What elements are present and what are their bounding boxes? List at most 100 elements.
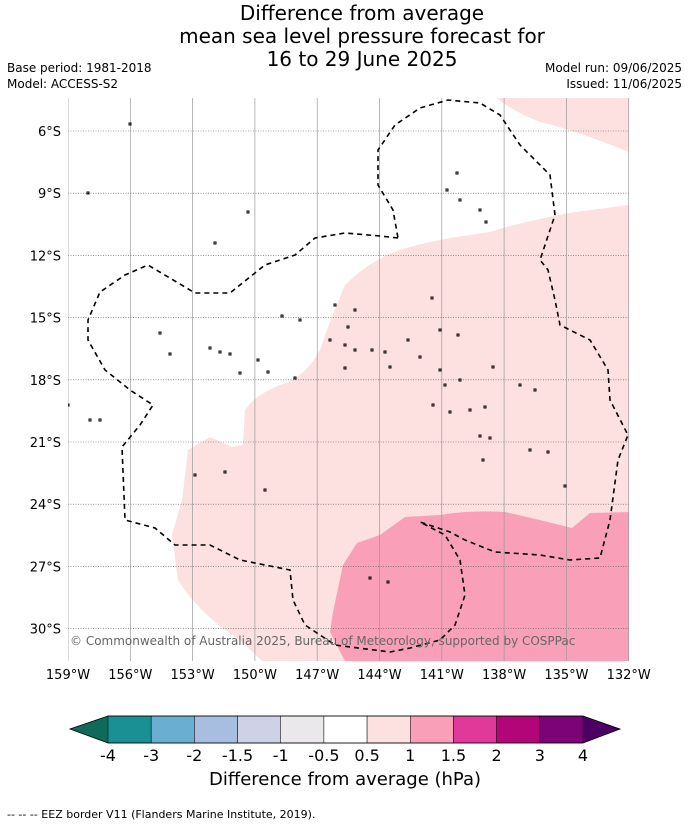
island: [280, 314, 284, 318]
island: [478, 434, 482, 438]
island: [431, 403, 435, 407]
island: [158, 331, 162, 335]
island: [98, 418, 102, 422]
island: [438, 368, 442, 372]
colorbar-tick-label: -0.5: [308, 746, 340, 765]
island: [458, 198, 462, 202]
island: [478, 208, 482, 212]
island: [484, 220, 488, 224]
island: [88, 418, 92, 422]
colorbar-tick-label: 1.5: [440, 746, 467, 765]
colorbar-cell: [107, 715, 152, 744]
island: [456, 333, 460, 337]
title-line-3: 16 to 29 June 2025: [266, 47, 458, 71]
map-plot-area: [68, 98, 629, 661]
base-period: Base period: 1981-2018: [7, 61, 152, 75]
island: [368, 576, 372, 580]
island: [406, 338, 410, 342]
chart-title: Difference from average mean sea level p…: [0, 2, 690, 71]
colorbar-cell: [237, 715, 281, 744]
model-name: Model: ACCESS-S2: [7, 77, 119, 91]
island: [491, 365, 495, 369]
footer-note: -- -- -- EEZ border V11 (Flanders Marine…: [7, 808, 316, 821]
colorbar-cell: [453, 715, 497, 744]
island: [298, 318, 302, 322]
island: [430, 296, 434, 300]
anomaly-region-1-1.5: [330, 511, 629, 661]
island: [333, 303, 337, 307]
colorbar-tick-label: 4: [577, 746, 589, 765]
lat-label: 15°S: [30, 312, 61, 327]
colorbar-cell: [150, 715, 195, 744]
colorbar-low-extend: [70, 716, 108, 743]
colorbar-tick-label: -3: [143, 746, 160, 765]
lon-label: 153°W: [171, 668, 215, 683]
colorbar-cell: [410, 715, 454, 744]
island: [223, 470, 227, 474]
colorbar-tick-label: 1: [405, 746, 416, 765]
colorbar-tick-label: -1: [272, 746, 289, 765]
island: [383, 350, 387, 354]
island: [346, 325, 350, 329]
colorbar-tick-label: 0.5: [354, 746, 380, 765]
island: [213, 241, 217, 245]
island: [293, 376, 297, 380]
island: [483, 405, 487, 409]
issued-date: Issued: 11/06/2025: [566, 77, 682, 91]
island: [438, 328, 442, 332]
island: [533, 388, 537, 392]
colorbar: [68, 715, 622, 744]
island: [353, 348, 357, 352]
island: [445, 188, 449, 192]
colorbar-tick-label: 3: [534, 746, 545, 765]
colorbar-tick-label: -1.5: [221, 746, 254, 765]
island: [418, 355, 422, 359]
title-line-2: mean sea level pressure forecast for: [179, 24, 545, 48]
island: [208, 346, 212, 350]
lat-label: 21°S: [30, 436, 61, 451]
island: [228, 352, 232, 356]
colorbar-high-extend: [583, 716, 620, 743]
island: [468, 408, 472, 412]
island: [481, 458, 485, 462]
lon-label: 141°W: [420, 668, 464, 683]
island: [328, 338, 332, 342]
map-gridlines: [68, 98, 629, 661]
island: [458, 378, 462, 382]
lat-label: 6°S: [38, 125, 61, 140]
island: [546, 450, 550, 454]
island: [455, 171, 459, 175]
colorbar-title: Difference from average (hPa): [208, 769, 482, 790]
colorbar-tick-label: -2: [186, 746, 203, 765]
island: [193, 473, 197, 477]
colorbar-tick-label: -4: [100, 746, 116, 765]
island: [263, 488, 267, 492]
colorbar-cell: [496, 715, 541, 744]
island-outlines: [68, 122, 567, 584]
colorbar-outline: [68, 715, 622, 744]
island: [448, 410, 452, 414]
longitude-labels: 159°W 156°W 153°W 150°W 147°W 144°W 141°W 138°W…: [46, 668, 651, 683]
lon-label: 159°W: [46, 668, 90, 683]
island: [68, 403, 70, 407]
island: [388, 365, 392, 369]
latitude-labels: 6°S 9°S 12°S 15°S 18°S 21°S 24°S 27°S 30°S: [30, 125, 61, 638]
lon-label: 132°W: [607, 668, 651, 683]
island: [266, 370, 270, 374]
colorbar-cell: [323, 715, 368, 744]
anomaly-region-0.5-1: [497, 98, 629, 152]
island: [246, 210, 250, 214]
island: [443, 383, 447, 387]
lat-label: 9°S: [38, 187, 61, 202]
lat-label: 27°S: [30, 560, 61, 575]
map-copyright: © Commonwealth of Australia 2025, Bureau…: [70, 634, 576, 648]
colorbar-cell: [280, 715, 325, 744]
lat-label: 30°S: [30, 623, 61, 638]
meta-right: Model run: 09/06/2025 Issued: 11/06/2025: [545, 60, 682, 92]
colorbar-cell: [366, 715, 411, 744]
island: [86, 191, 90, 195]
lat-label: 12°S: [30, 249, 61, 264]
colorbar-tick-label: 2: [491, 746, 502, 765]
lon-label: 150°W: [233, 668, 277, 683]
